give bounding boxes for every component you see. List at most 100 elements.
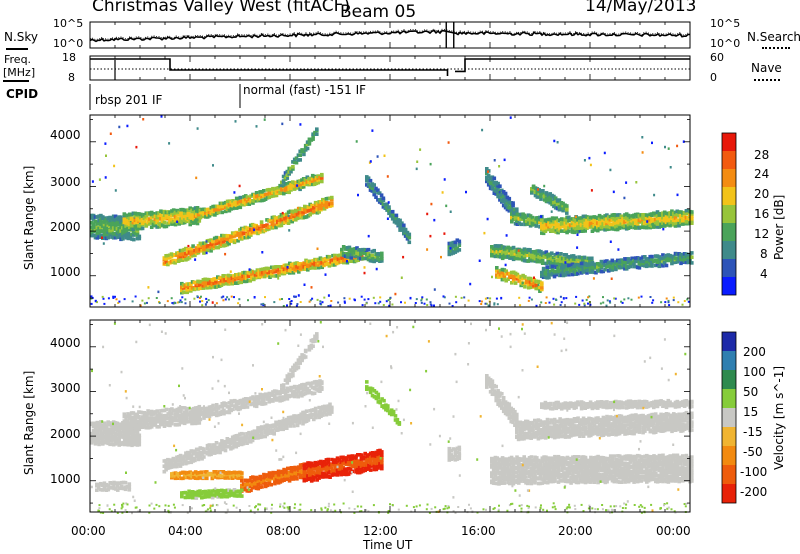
data-cell xyxy=(485,167,489,171)
data-cell xyxy=(498,198,502,202)
data-cell xyxy=(293,474,297,478)
data-cell xyxy=(303,177,308,182)
data-cell xyxy=(684,252,689,256)
data-cell xyxy=(142,212,147,217)
data-cell xyxy=(320,380,324,384)
data-cell xyxy=(501,203,506,208)
data-cell xyxy=(104,428,109,432)
sky-noise-line xyxy=(89,29,691,43)
data-cell xyxy=(376,455,380,460)
data-cell xyxy=(193,406,198,410)
data-cell xyxy=(223,448,228,453)
data-cell xyxy=(304,466,308,470)
data-cell xyxy=(240,488,244,492)
ground-cell xyxy=(319,302,322,305)
ground-cell xyxy=(609,301,612,304)
data-cell xyxy=(544,250,549,254)
data-cell xyxy=(372,467,377,472)
data-cell xyxy=(119,229,123,233)
data-cell xyxy=(184,410,189,414)
ground-cell xyxy=(196,295,199,298)
data-cell xyxy=(646,259,651,263)
data-cell xyxy=(310,182,315,187)
data-cell xyxy=(326,457,331,462)
data-cell xyxy=(534,216,538,220)
noise-cell xyxy=(160,115,163,118)
data-cell xyxy=(188,222,192,227)
data-cell xyxy=(330,203,334,208)
data-cell xyxy=(216,406,221,410)
ground-cell xyxy=(426,304,429,306)
data-cell xyxy=(498,184,502,188)
power-heatmap xyxy=(90,115,694,307)
data-cell xyxy=(362,256,367,261)
data-cell xyxy=(99,225,103,230)
data-cell xyxy=(365,454,369,458)
data-cell xyxy=(497,251,501,255)
data-cell xyxy=(289,466,294,470)
data-cell xyxy=(117,436,121,440)
cpid-label: CPID xyxy=(6,87,39,101)
data-cell xyxy=(511,201,515,205)
data-cell xyxy=(234,490,239,494)
data-cell xyxy=(272,223,276,227)
data-cell xyxy=(273,267,278,272)
data-cell xyxy=(646,257,651,261)
data-cell xyxy=(249,488,253,493)
data-cell xyxy=(182,214,187,219)
data-cell xyxy=(333,253,337,258)
data-cell xyxy=(317,476,321,480)
data-cell xyxy=(494,188,498,193)
data-cell xyxy=(232,470,237,475)
ground-cell xyxy=(147,297,150,300)
noise-cell xyxy=(576,246,579,249)
data-cell xyxy=(99,433,103,438)
data-cell xyxy=(505,198,510,203)
ground-cell xyxy=(667,301,670,304)
data-cell xyxy=(108,218,112,223)
ground-cell xyxy=(260,303,263,306)
data-cell xyxy=(149,219,154,223)
data-cell xyxy=(133,417,138,422)
data-cell xyxy=(539,194,543,199)
data-cell xyxy=(504,254,509,258)
ground-cell xyxy=(114,295,116,298)
data-cell xyxy=(379,201,384,205)
data-cell xyxy=(370,186,375,191)
data-cell xyxy=(126,436,131,440)
data-cell xyxy=(368,456,373,460)
data-cell xyxy=(99,440,103,444)
data-cell xyxy=(149,210,154,215)
ground-cell xyxy=(184,302,187,305)
data-cell xyxy=(307,180,311,184)
data-cell xyxy=(563,273,568,277)
data-cell xyxy=(365,467,369,471)
velocity-tick-m100: -100 xyxy=(740,465,768,479)
data-cell xyxy=(378,258,382,262)
data-cell xyxy=(646,214,651,218)
data-cell xyxy=(294,420,298,424)
data-cell xyxy=(276,475,281,480)
data-cell xyxy=(496,190,500,194)
data-cell xyxy=(274,480,279,484)
data-cell xyxy=(385,205,389,210)
data-cell xyxy=(626,260,631,265)
data-cell xyxy=(449,249,454,253)
data-cell xyxy=(335,463,340,467)
data-cell xyxy=(239,438,244,443)
data-cell xyxy=(530,281,535,286)
data-cell xyxy=(380,463,384,468)
data-cell xyxy=(325,262,330,266)
data-cell xyxy=(543,222,548,226)
ground-cell xyxy=(649,296,652,298)
data-cell xyxy=(494,185,498,190)
data-cell xyxy=(286,218,291,223)
data-cell xyxy=(502,273,507,277)
data-cell xyxy=(228,474,233,479)
data-cell xyxy=(186,413,191,417)
data-cell xyxy=(379,197,384,201)
ground-cell xyxy=(493,303,496,306)
data-cell xyxy=(690,255,694,259)
data-cell xyxy=(531,184,536,189)
data-cell xyxy=(515,219,520,223)
